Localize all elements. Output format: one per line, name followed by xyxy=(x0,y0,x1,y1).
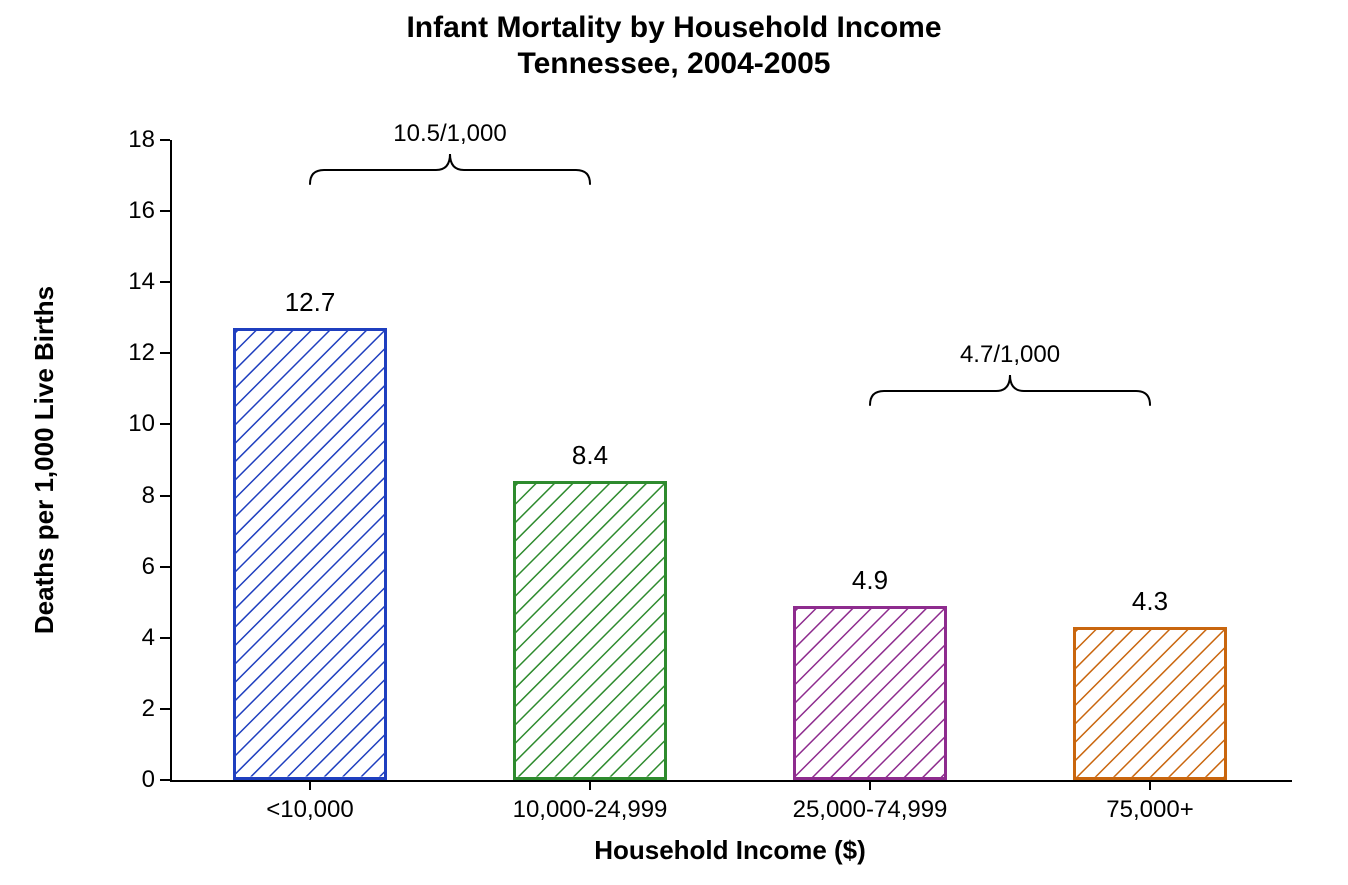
chart-title-line1: Infant Mortality by Household Income xyxy=(0,10,1348,46)
bar xyxy=(793,606,947,780)
y-tick-label: 12 xyxy=(110,339,155,367)
y-tick-label: 10 xyxy=(110,410,155,438)
y-tick-mark xyxy=(160,637,170,639)
y-tick-mark xyxy=(160,281,170,283)
y-tick-mark xyxy=(160,566,170,568)
x-tick-mark xyxy=(869,780,871,790)
bracket-label: 4.7/1,000 xyxy=(960,341,1060,369)
y-tick-label: 8 xyxy=(110,482,155,510)
x-tick-mark xyxy=(309,780,311,790)
bar-value-label: 4.3 xyxy=(1132,586,1168,617)
y-tick-mark xyxy=(160,708,170,710)
bar-value-label: 4.9 xyxy=(852,565,888,596)
y-tick-label: 16 xyxy=(110,197,155,225)
y-tick-mark xyxy=(160,423,170,425)
y-tick-mark xyxy=(160,139,170,141)
y-tick-label: 14 xyxy=(110,268,155,296)
x-tick-label: 10,000-24,999 xyxy=(513,796,668,824)
x-tick-mark xyxy=(1149,780,1151,790)
x-tick-label: <10,000 xyxy=(266,796,353,824)
y-tick-mark xyxy=(160,779,170,781)
bar xyxy=(1073,627,1227,780)
x-tick-label: 25,000-74,999 xyxy=(793,796,948,824)
bar-value-label: 8.4 xyxy=(572,440,608,471)
bar-value-label: 12.7 xyxy=(285,287,336,318)
bracket-label: 10.5/1,000 xyxy=(393,120,506,148)
bracket xyxy=(858,363,1162,417)
y-tick-label: 2 xyxy=(110,695,155,723)
y-tick-label: 0 xyxy=(110,766,155,794)
y-tick-mark xyxy=(160,352,170,354)
y-axis-title: Deaths per 1,000 Live Births xyxy=(29,286,60,634)
bracket xyxy=(298,142,602,196)
y-tick-mark xyxy=(160,495,170,497)
y-tick-label: 6 xyxy=(110,553,155,581)
y-tick-mark xyxy=(160,210,170,212)
x-tick-mark xyxy=(589,780,591,790)
bar xyxy=(513,481,667,780)
bar xyxy=(233,328,387,780)
y-tick-label: 18 xyxy=(110,126,155,154)
x-tick-label: 75,000+ xyxy=(1106,796,1193,824)
x-axis-title: Household Income ($) xyxy=(594,835,866,866)
y-tick-label: 4 xyxy=(110,624,155,652)
chart-title-line2: Tennessee, 2004-2005 xyxy=(0,46,1348,82)
chart-title: Infant Mortality by Household Income Ten… xyxy=(0,10,1348,82)
chart-container: Infant Mortality by Household Income Ten… xyxy=(0,0,1348,885)
